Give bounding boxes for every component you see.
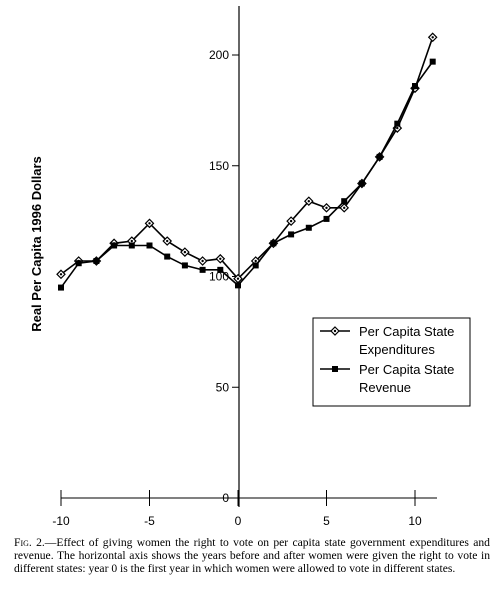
x-tick-label: -5 xyxy=(144,514,155,528)
y-tick-label: 0 xyxy=(222,491,229,505)
legend-symbol-expenditures xyxy=(320,326,350,336)
legend-label-revenue-line2: Revenue xyxy=(359,380,411,395)
x-tick-label: 0 xyxy=(235,514,242,528)
data-point-diamond-center xyxy=(166,239,169,243)
data-point-diamond-center xyxy=(219,257,222,260)
x-tick-label: -10 xyxy=(52,514,70,528)
legend-label-expenditures-line1: Per Capita State xyxy=(359,324,454,339)
data-point-square xyxy=(146,242,153,249)
legend-box xyxy=(312,317,471,407)
data-point-diamond-center xyxy=(343,206,346,210)
data-point-square xyxy=(429,58,436,65)
chart: Real Per Capita 1996 Dollars -10 -5 0 5 10 0 5… xyxy=(29,6,471,528)
x-tick-label: 10 xyxy=(408,514,422,528)
data-point-square xyxy=(111,242,118,249)
legend: Per Capita State Expenditures Per Capita… xyxy=(312,317,471,407)
data-point-square xyxy=(305,224,312,231)
data-point-diamond-center xyxy=(307,199,310,203)
legend-marker-diamond-center xyxy=(333,329,337,333)
data-point-square xyxy=(128,242,135,249)
data-point-square xyxy=(341,198,348,205)
y-axis-label: Real Per Capita 1996 Dollars xyxy=(29,156,44,332)
legend-label-revenue-line1: Per Capita State xyxy=(359,362,454,377)
data-point-square xyxy=(75,260,82,267)
data-point-square xyxy=(323,215,330,222)
data-point-diamond-center xyxy=(396,126,399,130)
data-point-square xyxy=(199,266,206,273)
data-point-square xyxy=(235,282,241,289)
data-point-diamond-center xyxy=(148,222,151,225)
data-point-diamond-center xyxy=(289,219,293,223)
data-point-diamond-center xyxy=(325,206,328,210)
y-tick-label: 150 xyxy=(209,159,229,173)
series-revenue xyxy=(58,58,436,291)
data-point-square xyxy=(394,120,401,127)
data-point-square xyxy=(164,253,171,260)
series-line xyxy=(60,61,434,289)
caption-figure-label: Fig. 2. xyxy=(14,536,45,549)
y-tick-label: 200 xyxy=(209,48,229,62)
data-point-diamond-center xyxy=(236,277,240,280)
data-point-diamond-center xyxy=(130,239,133,243)
data-point-square xyxy=(181,262,188,269)
caption-text: —Effect of giving women the right to vot… xyxy=(14,536,490,575)
legend-marker-square xyxy=(332,366,338,372)
data-point-square xyxy=(93,257,100,264)
figure-caption: Fig. 2.—Effect of giving women the right… xyxy=(14,536,490,575)
data-point-square xyxy=(217,266,224,273)
data-point-diamond-center xyxy=(59,273,63,276)
y-tick-label: 50 xyxy=(216,380,230,394)
data-point-square xyxy=(358,180,365,187)
data-point-square xyxy=(412,83,418,90)
legend-symbol-revenue xyxy=(320,366,350,372)
data-point-diamond-center xyxy=(431,36,434,39)
data-point-square xyxy=(270,240,277,247)
data-point-diamond-center xyxy=(183,250,187,254)
legend-label-expenditures-line2: Expenditures xyxy=(359,342,435,357)
data-point-diamond-center xyxy=(201,259,204,263)
data-point-diamond-center xyxy=(254,259,257,263)
data-point-square xyxy=(252,262,259,269)
x-tick-label: 5 xyxy=(323,514,330,528)
series-layer xyxy=(56,32,438,291)
data-point-square xyxy=(58,284,64,291)
data-point-square xyxy=(288,231,295,238)
data-point-square xyxy=(376,153,383,160)
